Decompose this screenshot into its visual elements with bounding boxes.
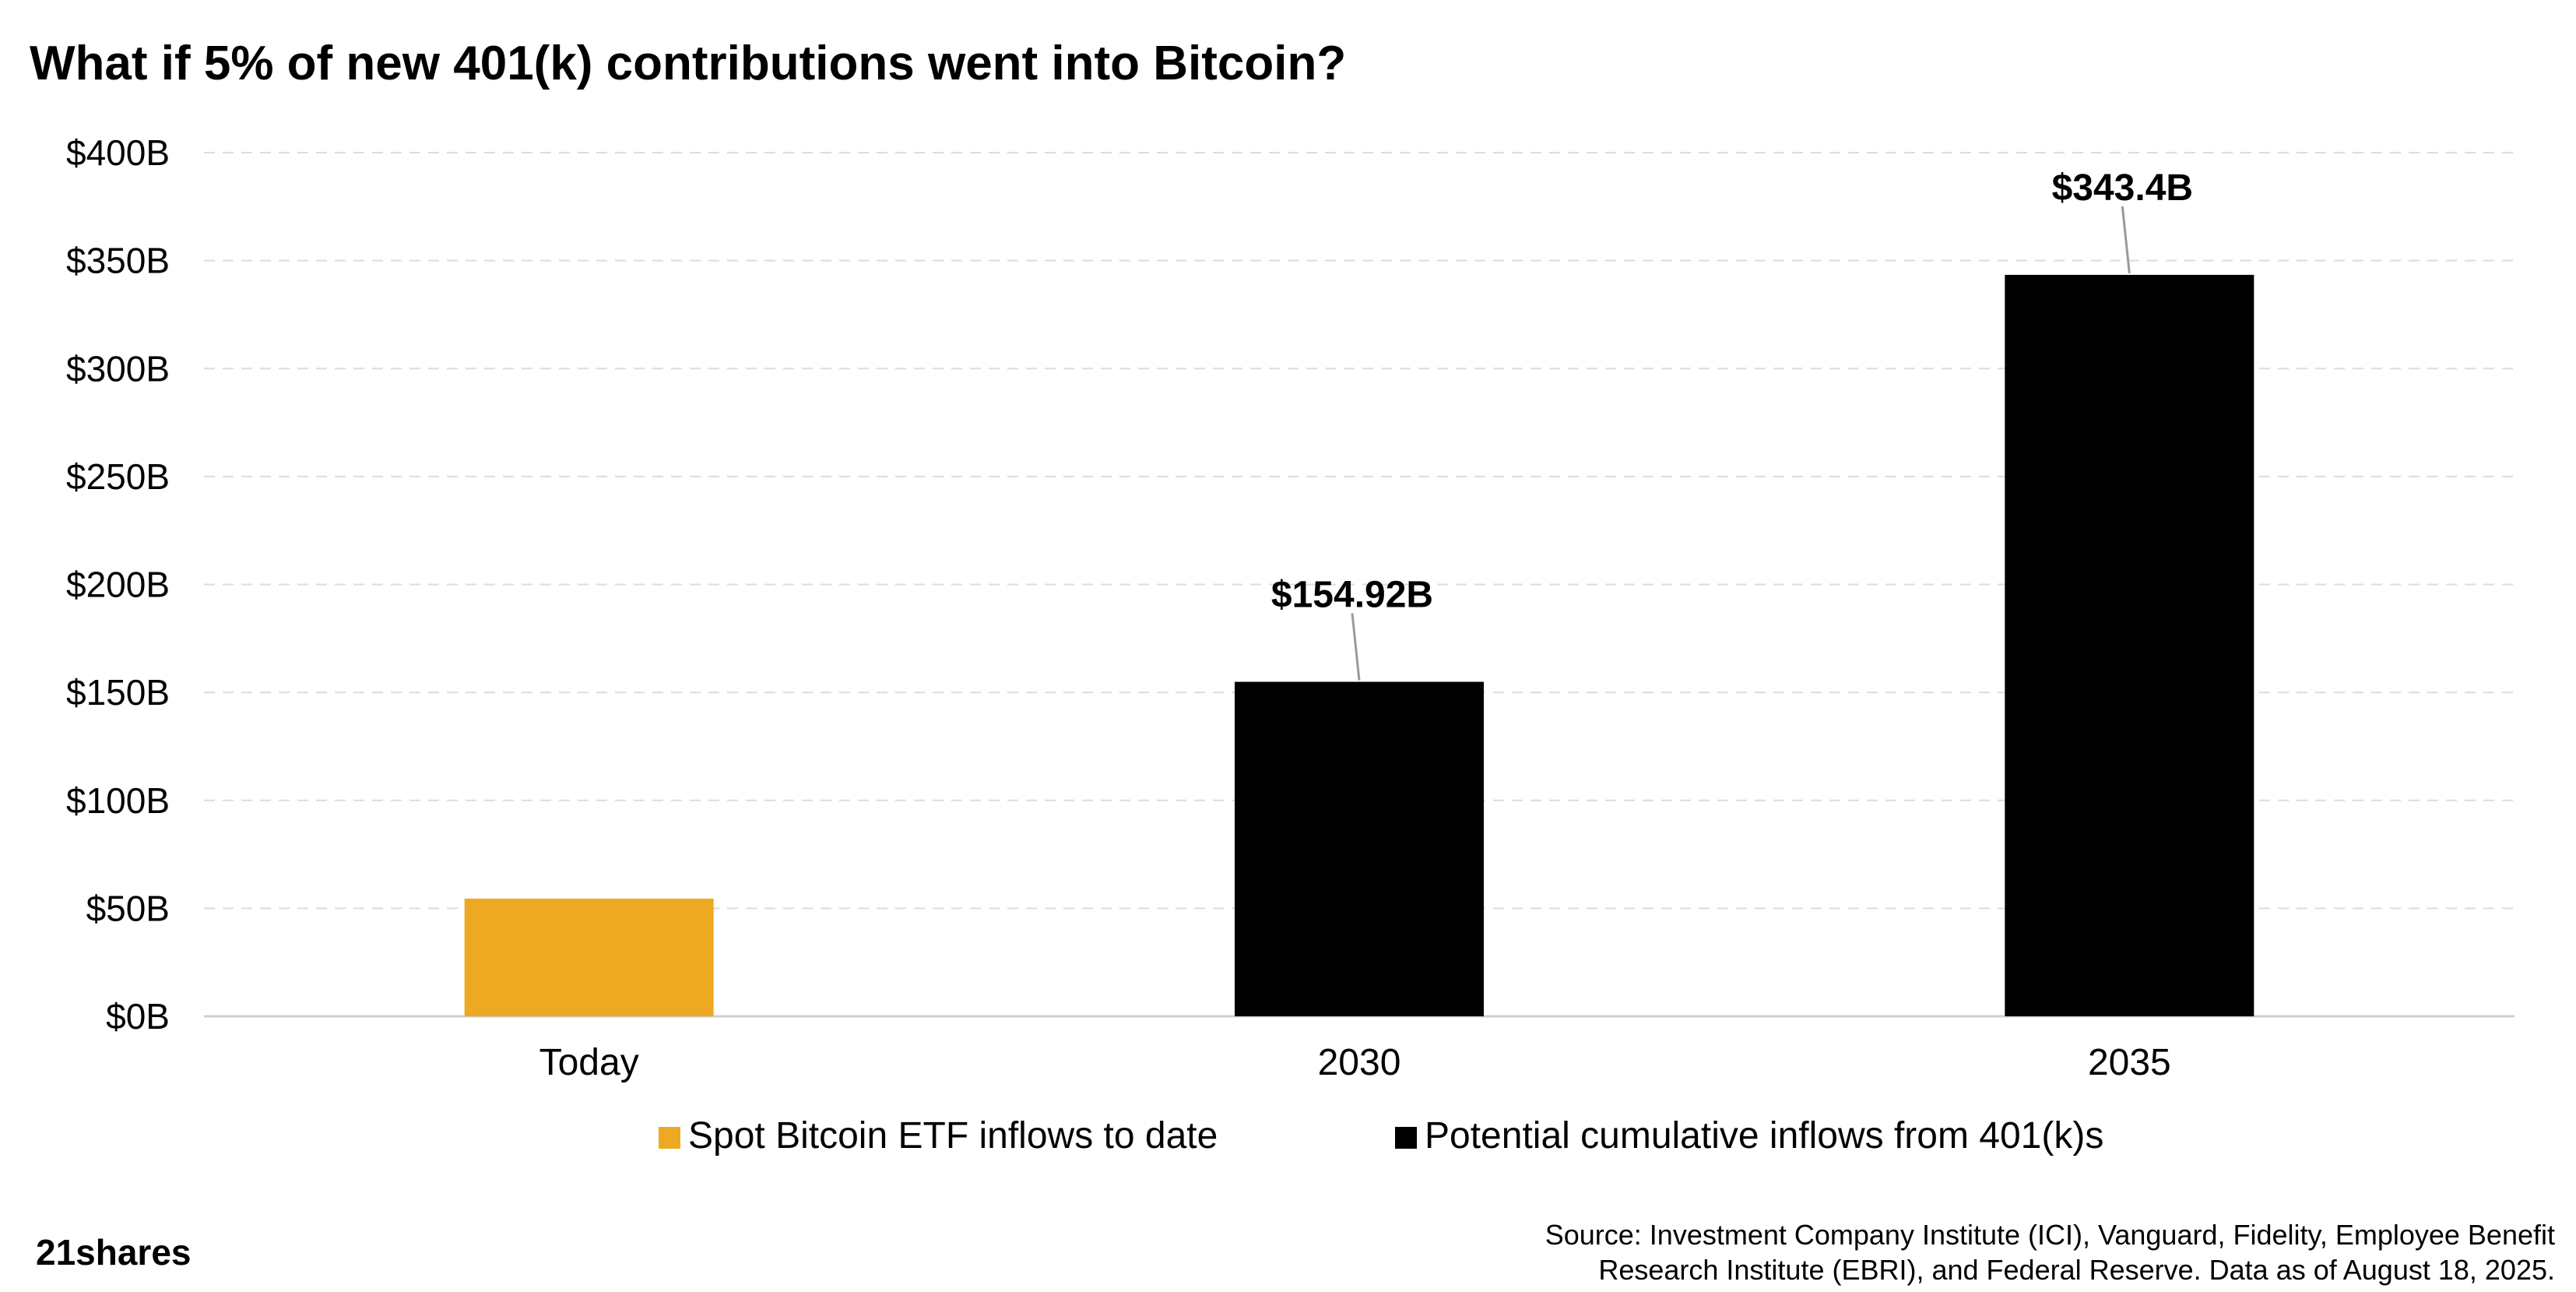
data-label-leader <box>2121 206 2131 274</box>
y-tick-label: $50B <box>86 888 170 928</box>
y-tick-label: $0B <box>106 996 170 1037</box>
data-label-leader <box>1351 613 1361 681</box>
y-axis-ticks: $0B $50B $100B $150B $200B $250B $300B $350B $40… <box>66 132 170 1037</box>
source-note-line-2: Research Institute (EBRI), and Federal R… <box>1598 1254 2555 1286</box>
y-tick-label: $400B <box>66 132 170 173</box>
y-tick-label: $300B <box>66 348 170 389</box>
legend-label-401k: Potential cumulative inflows from 401(k)… <box>1425 1115 2103 1156</box>
y-tick-label: $250B <box>66 456 170 497</box>
bar-2035 <box>2005 274 2254 1017</box>
legend: Spot Bitcoin ETF inflows to date Potenti… <box>659 1115 2103 1156</box>
x-tick-label: 2030 <box>1318 1042 1401 1083</box>
bar-2030 <box>1235 681 1484 1016</box>
data-label: $154.92B <box>1271 574 1433 615</box>
source-note-line-1: Source: Investment Company Institute (IC… <box>1545 1219 2555 1251</box>
bar-today <box>464 898 714 1016</box>
legend-swatch-etf <box>659 1127 680 1149</box>
legend-swatch-401k <box>1395 1127 1417 1149</box>
bars <box>464 274 2254 1017</box>
x-tick-label: 2035 <box>2088 1042 2171 1083</box>
brand-logo: 21shares <box>36 1232 192 1273</box>
legend-label-etf: Spot Bitcoin ETF inflows to date <box>688 1115 1218 1156</box>
data-label: $343.4B <box>2052 167 2193 209</box>
y-tick-label: $100B <box>66 780 170 821</box>
x-tick-label: Today <box>539 1042 639 1083</box>
chart-title: What if 5% of new 401(k) contributions w… <box>30 37 1346 90</box>
y-tick-label: $350B <box>66 241 170 281</box>
x-axis-ticks: Today 2030 2035 <box>539 1042 2171 1083</box>
data-labels: $154.92B $343.4B <box>1271 167 2193 681</box>
y-tick-label: $200B <box>66 565 170 605</box>
y-tick-label: $150B <box>66 672 170 713</box>
